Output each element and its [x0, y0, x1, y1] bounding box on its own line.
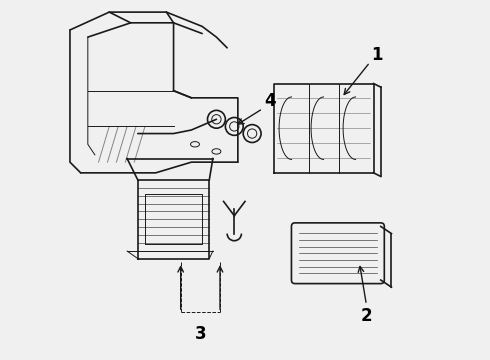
- Text: 1: 1: [371, 46, 383, 64]
- Text: 2: 2: [361, 307, 372, 325]
- Text: 3: 3: [195, 325, 206, 343]
- Text: 4: 4: [264, 93, 276, 111]
